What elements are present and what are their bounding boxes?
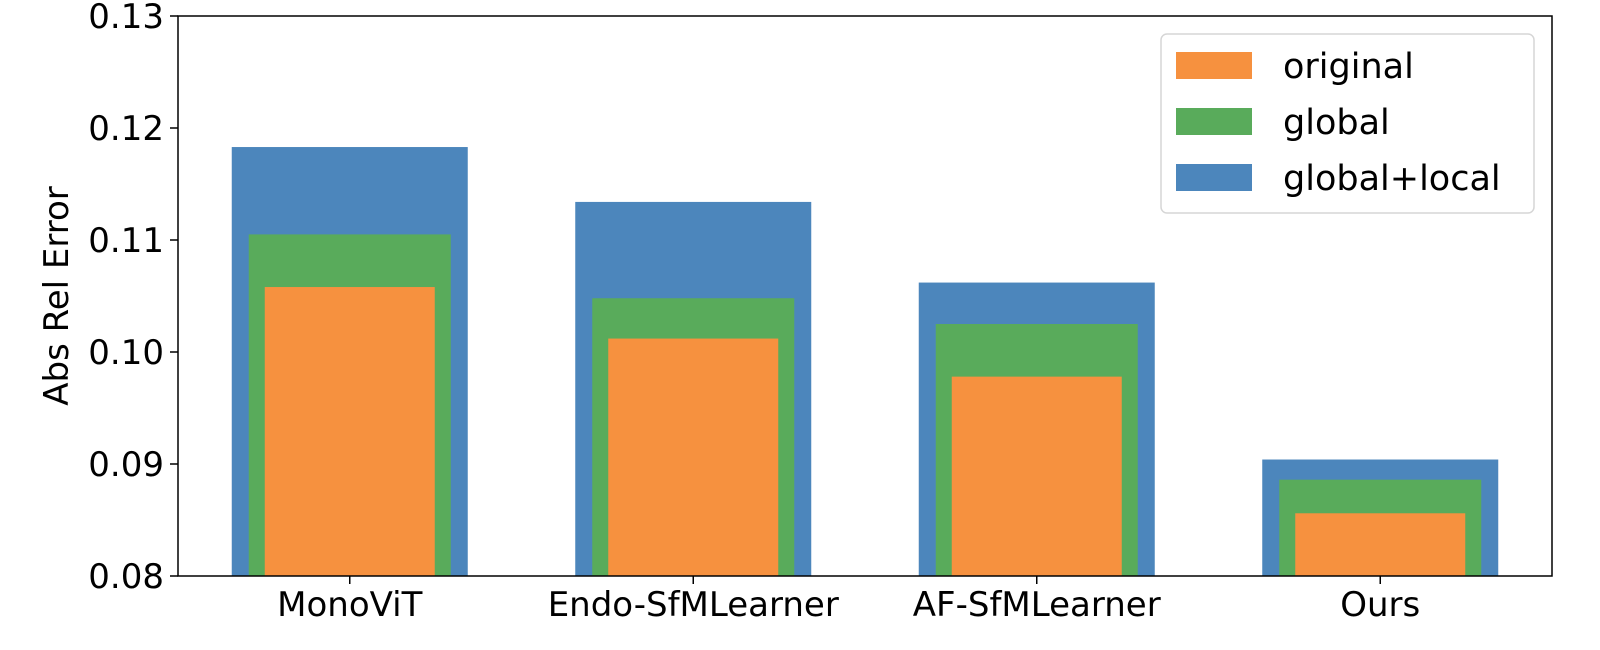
- x-tick-label: Ours: [1340, 585, 1420, 625]
- x-tick-label: MonoViT: [277, 585, 422, 625]
- legend-box: [1160, 33, 1535, 214]
- y-axis-title: Abs Rel Error: [37, 186, 77, 406]
- y-tick-label: 0.09: [88, 445, 164, 485]
- x-axis: MonoViT Endo-SfMLearner AF-SfMLearner Ours: [277, 576, 1420, 625]
- y-axis: 0.08 0.09 0.10 0.11 0.12 0.13: [88, 0, 178, 597]
- x-tick-label: AF-SfMLearner: [913, 585, 1161, 625]
- x-tick-label: Endo-SfMLearner: [548, 585, 839, 625]
- y-tick-label: 0.08: [88, 557, 164, 597]
- legend-swatch: [1176, 52, 1252, 79]
- legend-label: global+local: [1283, 159, 1501, 199]
- bars-layer: [231, 147, 1499, 577]
- bar-original-endo-sfmlearner: [608, 338, 779, 576]
- legend-swatch: [1176, 164, 1252, 191]
- legend-swatch: [1176, 108, 1252, 135]
- bar-original-af-sfmlearner: [951, 376, 1122, 576]
- legend-label: global: [1283, 103, 1390, 143]
- y-tick-label: 0.11: [88, 221, 164, 261]
- y-tick-label: 0.12: [88, 109, 164, 149]
- bar-original-ours: [1295, 513, 1466, 576]
- y-tick-label: 0.13: [88, 0, 164, 37]
- bar-original-monovit: [264, 287, 435, 576]
- plot-frame: [177, 15, 1553, 577]
- legend-label: original: [1283, 47, 1414, 87]
- legend: original global global+local: [1160, 33, 1535, 214]
- y-tick-label: 0.10: [88, 333, 164, 373]
